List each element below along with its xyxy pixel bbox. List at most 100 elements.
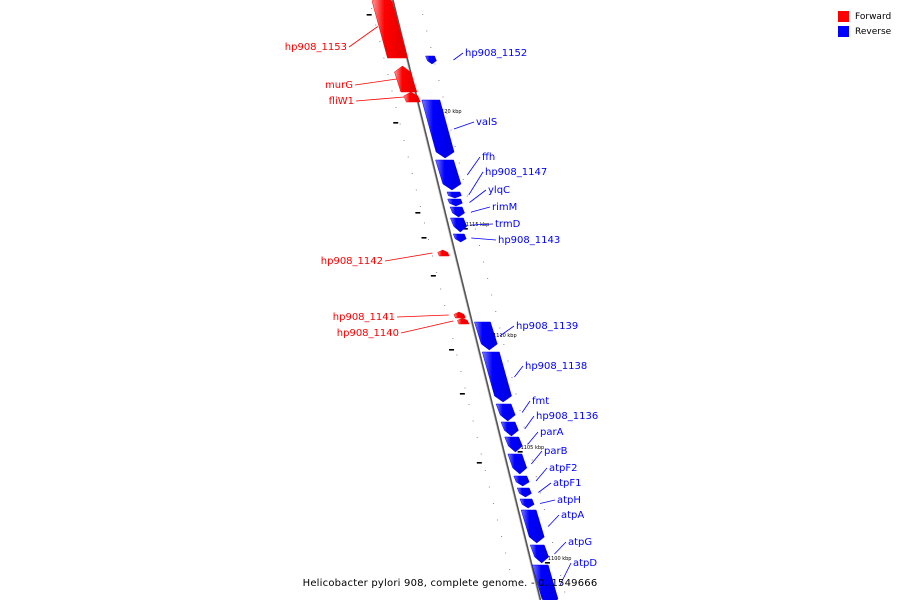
kbp-tick-label: 1105 kbp [521, 445, 545, 451]
label-parB: parB [544, 446, 568, 457]
connector-valS [453, 121, 475, 130]
label-hp908-1136: hp908_1136 [536, 411, 598, 422]
connector-atpF1 [538, 482, 552, 493]
major-tick-left [366, 14, 372, 16]
label-hp908-1147: hp908_1147 [485, 167, 547, 178]
kbp-tick-label: 1120 kbp [438, 109, 462, 115]
gene-rimM [449, 206, 465, 218]
gene-hp908-1143 [452, 233, 467, 243]
minor-tick-right [446, 113, 448, 114]
minor-tick-left [403, 140, 405, 141]
label-atpF1: atpF1 [553, 478, 582, 489]
connector-atpH [539, 499, 556, 504]
gene-parA [504, 436, 523, 453]
minor-tick-left [496, 519, 498, 521]
minor-tick-left [480, 453, 482, 455]
minor-tick-left [411, 173, 413, 174]
forward-swatch [838, 11, 849, 22]
gene-fmt [495, 403, 516, 422]
minor-tick-right [556, 558, 558, 560]
minor-tick-right [470, 212, 472, 213]
label-hp908-1143: hp908_1143 [498, 235, 560, 246]
minor-tick-left [464, 387, 466, 389]
minor-tick-left [452, 338, 454, 339]
minor-tick-left [428, 239, 429, 240]
minor-tick-left [415, 189, 417, 191]
connector-rimM [471, 206, 491, 213]
label-hp908-1139: hp908_1139 [516, 321, 578, 332]
minor-tick-left [375, 24, 377, 26]
gene-hp908-1136 [500, 421, 519, 437]
label-trmD: trmD [495, 219, 521, 230]
kbp-tick-label: 1110 kbp [493, 333, 517, 339]
minor-tick-right [450, 129, 452, 131]
minor-tick-right [535, 476, 537, 477]
minor-tick-right [462, 179, 464, 180]
legend-forward-label: Forward [855, 11, 892, 22]
minor-tick-right [491, 294, 493, 296]
minor-tick-right [422, 14, 424, 15]
minor-tick-left [419, 206, 421, 207]
label-fliW1: fliW1 [329, 96, 354, 107]
gene-hp908-1140 [457, 317, 470, 325]
minor-tick-right [438, 80, 440, 81]
gene-hp908-1152 [425, 55, 437, 65]
legend: Forward Reverse [838, 9, 898, 39]
minor-tick-left [440, 288, 442, 290]
connector-hp908-1140 [400, 320, 454, 334]
label-ylqC: ylqC [488, 185, 510, 196]
minor-tick-left [399, 123, 401, 125]
label-ffh: ffh [482, 152, 495, 163]
major-tick-left [449, 349, 455, 351]
major-tick-left [430, 275, 436, 277]
gene-atpH [519, 498, 535, 509]
connector-hp908-1141 [396, 314, 449, 318]
minor-tick-right [511, 377, 513, 378]
label-fmt: fmt [532, 396, 549, 407]
label-atpF2: atpF2 [549, 463, 578, 474]
minor-tick-left [407, 156, 409, 158]
connector-ylqC [469, 189, 487, 203]
label-atpH: atpH [557, 495, 581, 506]
connector-hp908-1142 [384, 252, 433, 262]
kbp-tick [517, 451, 523, 453]
minor-tick-left [460, 371, 462, 372]
gene-hp908-1142 [437, 249, 450, 257]
minor-tick-left [432, 255, 434, 257]
label-hp908-1140: hp908_1140 [337, 328, 399, 339]
gene-ffh [435, 159, 462, 191]
map-caption: Helicobacter pylori 908, complete genome… [302, 578, 598, 589]
minor-tick-left [468, 404, 470, 405]
minor-tick-left [371, 8, 373, 9]
label-parA: parA [540, 427, 564, 438]
gene-trmD [449, 217, 468, 233]
minor-tick-left [509, 569, 511, 570]
minor-tick-right [458, 162, 460, 164]
gene-atpG [529, 544, 549, 564]
minor-tick-left [505, 552, 507, 554]
connector-fliW1 [355, 96, 405, 102]
minor-tick-left [379, 41, 381, 42]
legend-reverse-label: Reverse [855, 26, 892, 37]
gene-ylqC [447, 198, 463, 207]
minor-tick-left [484, 470, 486, 471]
label-murG: murG [325, 80, 353, 91]
minor-tick-left [395, 107, 397, 108]
legend-forward: Forward [838, 9, 898, 24]
connector-atpF2 [535, 467, 548, 482]
gene-atpF1 [516, 487, 532, 498]
connector-hp908-1153 [348, 26, 378, 48]
reverse-swatch [838, 26, 849, 37]
minor-tick-right [430, 47, 432, 48]
gene-hp908-1141 [453, 311, 466, 319]
minor-tick-right [442, 96, 444, 98]
kbp-tick [462, 228, 468, 230]
gene-murG [394, 65, 418, 93]
gene-fliW1 [403, 91, 421, 103]
minor-tick-right [503, 344, 505, 345]
gene-hp908-1153 [371, 0, 408, 59]
minor-tick-right [479, 245, 480, 246]
minor-tick-right [564, 591, 566, 593]
minor-tick-right [531, 459, 533, 461]
